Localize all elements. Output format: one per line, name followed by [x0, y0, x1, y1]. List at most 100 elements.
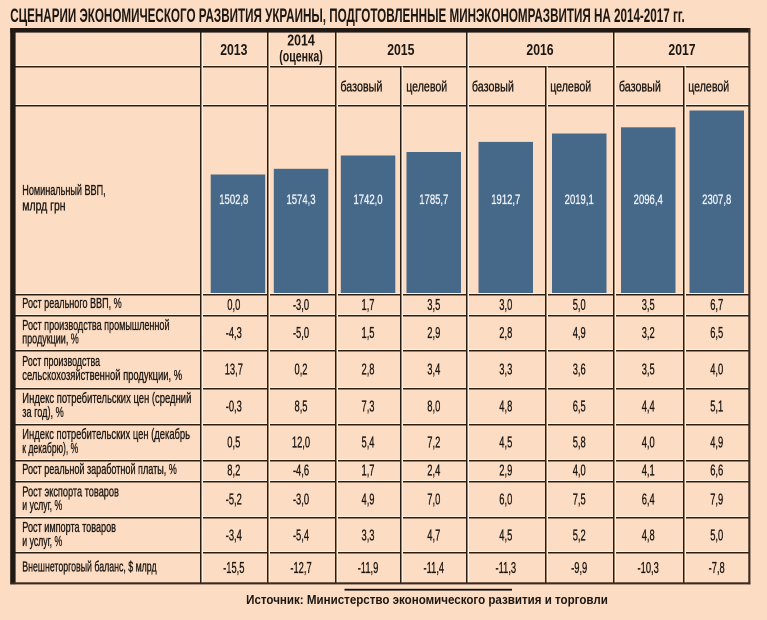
- svg-text:-3,0: -3,0: [293, 490, 309, 508]
- svg-text:1502,8: 1502,8: [219, 191, 248, 207]
- svg-text:2014: 2014: [287, 31, 315, 49]
- svg-text:2016: 2016: [526, 41, 553, 59]
- svg-text:4,8: 4,8: [642, 526, 655, 544]
- svg-text:и услуг, %: и услуг, %: [22, 533, 62, 550]
- svg-text:3,2: 3,2: [642, 324, 655, 342]
- svg-text:Рост импорта товаров: Рост импорта товаров: [22, 519, 116, 536]
- svg-text:базовый: базовый: [619, 78, 661, 95]
- svg-text:6,5: 6,5: [573, 397, 586, 415]
- svg-text:6,7: 6,7: [710, 296, 723, 314]
- svg-text:-10,3: -10,3: [638, 559, 659, 577]
- svg-text:5,0: 5,0: [573, 296, 586, 314]
- svg-text:7,2: 7,2: [427, 433, 440, 451]
- svg-text:6,5: 6,5: [710, 324, 723, 342]
- svg-text:продукции, %: продукции, %: [22, 330, 79, 347]
- svg-text:и услуг, %: и услуг, %: [22, 497, 62, 514]
- svg-text:3,5: 3,5: [642, 360, 655, 378]
- svg-text:4,1: 4,1: [642, 461, 655, 479]
- svg-text:Источник: Министерство экономи: Источник: Министерство экономического ра…: [246, 592, 608, 607]
- svg-text:-5,4: -5,4: [293, 526, 309, 544]
- svg-text:8,0: 8,0: [427, 397, 440, 415]
- svg-text:2,9: 2,9: [427, 324, 440, 342]
- svg-text:-4,3: -4,3: [226, 324, 242, 342]
- svg-text:Индекс потребительских цен (ср: Индекс потребительских цен (средний: [22, 390, 191, 407]
- svg-text:целевой: целевой: [406, 78, 447, 95]
- svg-text:-11,9: -11,9: [358, 559, 379, 577]
- svg-text:12,0: 12,0: [292, 433, 310, 451]
- svg-text:7,3: 7,3: [361, 397, 374, 415]
- svg-text:целевой: целевой: [688, 78, 729, 95]
- svg-text:Рост производства: Рост производства: [22, 353, 100, 370]
- svg-text:2096,4: 2096,4: [634, 191, 663, 207]
- svg-text:3,5: 3,5: [642, 296, 655, 314]
- svg-text:3,4: 3,4: [427, 360, 440, 378]
- svg-text:0,0: 0,0: [227, 296, 240, 314]
- svg-text:4,9: 4,9: [710, 433, 723, 451]
- svg-text:-9,9: -9,9: [571, 559, 587, 577]
- svg-text:Номинальный ВВП,: Номинальный ВВП,: [22, 182, 105, 199]
- svg-text:8,5: 8,5: [294, 397, 307, 415]
- svg-text:3,6: 3,6: [573, 360, 586, 378]
- svg-text:-7,8: -7,8: [709, 559, 725, 577]
- svg-text:за год), %: за год), %: [22, 404, 64, 421]
- svg-text:8,2: 8,2: [227, 461, 240, 479]
- svg-text:0,5: 0,5: [227, 433, 240, 451]
- svg-text:-5,0: -5,0: [293, 324, 309, 342]
- svg-text:целевой: целевой: [550, 78, 591, 95]
- svg-text:5,2: 5,2: [573, 526, 586, 544]
- svg-text:1574,3: 1574,3: [286, 191, 315, 207]
- svg-text:Рост реальной заработной платы: Рост реальной заработной платы, %: [22, 461, 177, 478]
- svg-text:3,3: 3,3: [361, 526, 374, 544]
- svg-text:4,7: 4,7: [427, 526, 440, 544]
- svg-text:базовый: базовый: [472, 78, 514, 95]
- svg-text:5,1: 5,1: [710, 397, 723, 415]
- svg-text:2017: 2017: [668, 41, 695, 59]
- svg-text:1,7: 1,7: [361, 461, 374, 479]
- svg-text:4,8: 4,8: [499, 397, 512, 415]
- svg-text:2307,8: 2307,8: [702, 191, 731, 207]
- svg-text:5,0: 5,0: [710, 526, 723, 544]
- svg-text:-11,4: -11,4: [423, 559, 444, 577]
- svg-text:6,6: 6,6: [710, 461, 723, 479]
- svg-text:СЦЕНАРИИ ЭКОНОМИЧЕСКОГО РАЗВИТ: СЦЕНАРИИ ЭКОНОМИЧЕСКОГО РАЗВИТИЯ УКРАИНЫ…: [10, 6, 685, 26]
- svg-text:-3,0: -3,0: [293, 296, 309, 314]
- svg-text:Рост производства промышленной: Рост производства промышленной: [22, 317, 169, 334]
- svg-text:1912,7: 1912,7: [491, 191, 520, 207]
- svg-text:-0,3: -0,3: [226, 397, 242, 415]
- svg-text:1,5: 1,5: [361, 324, 374, 342]
- svg-text:4,0: 4,0: [642, 433, 655, 451]
- svg-text:6,4: 6,4: [642, 490, 655, 508]
- svg-text:6,0: 6,0: [499, 490, 512, 508]
- svg-text:Внешнеторговый баланс, $ млрд: Внешнеторговый баланс, $ млрд: [22, 558, 156, 575]
- svg-text:Индекс потребительских цен (де: Индекс потребительских цен (декабрь: [22, 426, 190, 443]
- svg-text:Рост экспорта товаров: Рост экспорта товаров: [22, 483, 119, 500]
- svg-text:-3,4: -3,4: [226, 526, 242, 544]
- svg-text:7,5: 7,5: [573, 490, 586, 508]
- svg-text:3,3: 3,3: [499, 360, 512, 378]
- svg-text:сельскохозяйственной продукции: сельскохозяйственной продукции, %: [22, 367, 182, 384]
- svg-text:4,9: 4,9: [361, 490, 374, 508]
- svg-text:2013: 2013: [220, 41, 247, 59]
- svg-text:4,5: 4,5: [499, 526, 512, 544]
- svg-text:2,4: 2,4: [427, 461, 440, 479]
- svg-text:4,9: 4,9: [573, 324, 586, 342]
- svg-text:2,9: 2,9: [499, 461, 512, 479]
- svg-text:5,8: 5,8: [573, 433, 586, 451]
- svg-text:млрд грн: млрд грн: [22, 198, 65, 214]
- svg-text:2,8: 2,8: [499, 324, 512, 342]
- svg-text:0,2: 0,2: [294, 360, 307, 378]
- svg-text:-12,7: -12,7: [290, 559, 311, 577]
- svg-text:2019,1: 2019,1: [565, 191, 594, 207]
- svg-text:1,7: 1,7: [361, 296, 374, 314]
- svg-text:-15,5: -15,5: [223, 559, 244, 577]
- svg-text:3,0: 3,0: [499, 296, 512, 314]
- svg-text:4,0: 4,0: [710, 360, 723, 378]
- svg-text:Рост реального ВВП, %: Рост реального ВВП, %: [22, 295, 122, 312]
- svg-text:13,7: 13,7: [225, 360, 243, 378]
- svg-text:2015: 2015: [387, 41, 414, 59]
- svg-text:4,4: 4,4: [642, 397, 655, 415]
- svg-text:7,9: 7,9: [710, 490, 723, 508]
- svg-text:-11,3: -11,3: [495, 559, 516, 577]
- svg-text:4,0: 4,0: [573, 461, 586, 479]
- svg-text:-4,6: -4,6: [293, 461, 309, 479]
